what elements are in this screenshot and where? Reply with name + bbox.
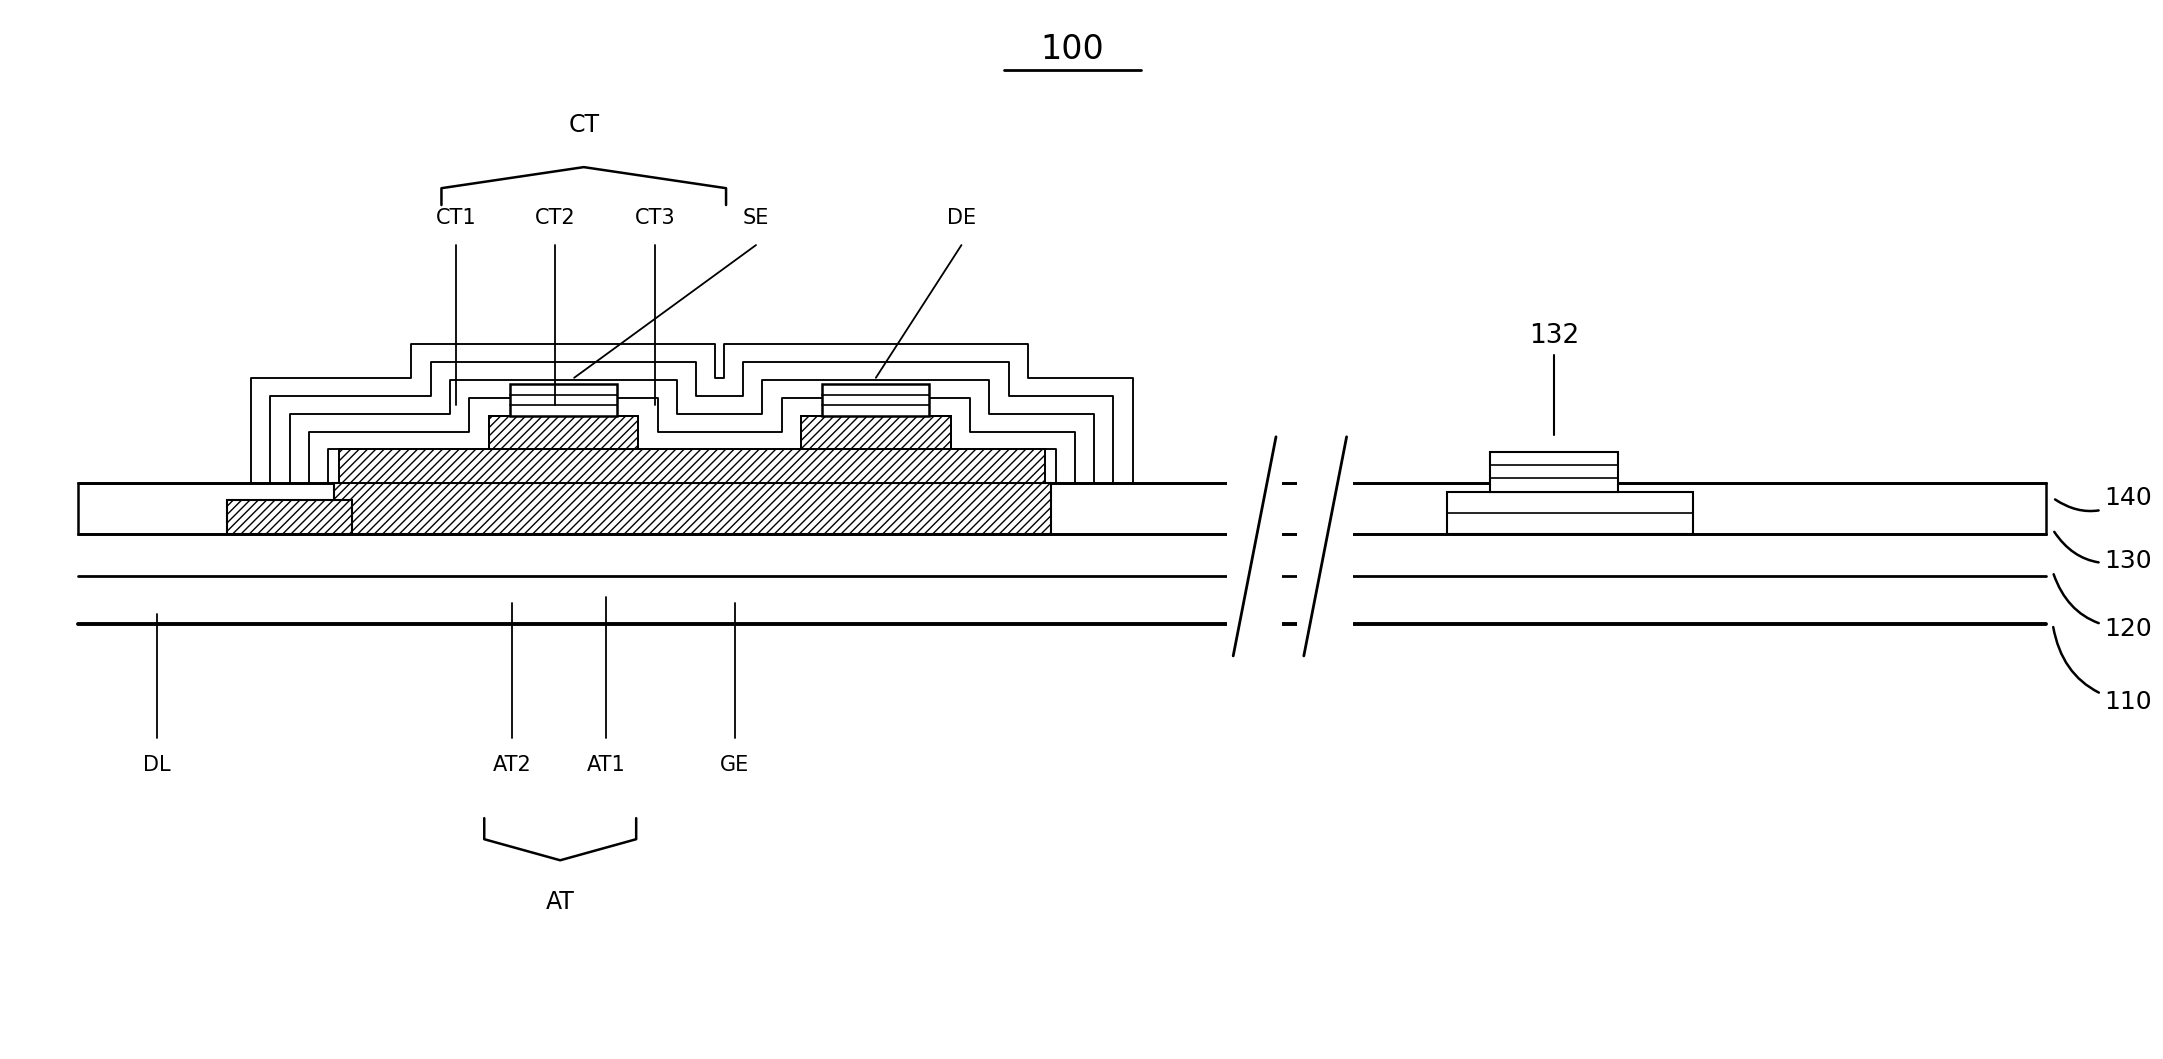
Text: 110: 110 — [2053, 627, 2152, 714]
Polygon shape — [510, 384, 616, 416]
Polygon shape — [800, 416, 952, 449]
Text: 132: 132 — [1529, 323, 1579, 348]
Polygon shape — [227, 500, 353, 534]
Polygon shape — [335, 483, 1051, 534]
Text: CT: CT — [569, 113, 599, 137]
Text: GE: GE — [720, 755, 748, 775]
Text: 140: 140 — [2055, 486, 2152, 511]
Text: CT3: CT3 — [636, 208, 675, 228]
Text: 100: 100 — [1040, 33, 1105, 66]
Text: DL: DL — [143, 755, 171, 775]
Polygon shape — [1490, 451, 1618, 491]
Polygon shape — [489, 416, 638, 449]
Polygon shape — [340, 449, 1045, 483]
Polygon shape — [1447, 491, 1694, 534]
Text: AT2: AT2 — [493, 755, 532, 775]
Text: AT: AT — [545, 891, 575, 914]
FancyBboxPatch shape — [1226, 425, 1283, 662]
FancyBboxPatch shape — [1298, 425, 1354, 662]
Polygon shape — [822, 384, 930, 416]
Text: 120: 120 — [2053, 574, 2152, 641]
Text: CT2: CT2 — [534, 208, 575, 228]
Polygon shape — [78, 483, 2046, 534]
Text: DE: DE — [947, 208, 976, 228]
Text: AT1: AT1 — [586, 755, 625, 775]
Text: SE: SE — [742, 208, 770, 228]
Text: 130: 130 — [2055, 532, 2152, 573]
Text: CT1: CT1 — [437, 208, 476, 228]
